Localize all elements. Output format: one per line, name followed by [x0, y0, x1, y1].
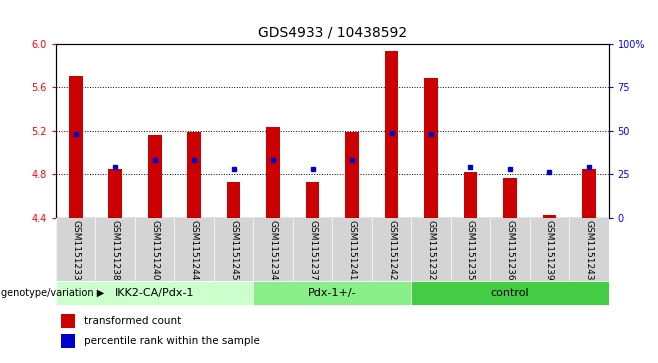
Text: GSM1151241: GSM1151241	[347, 220, 357, 280]
Bar	[61, 314, 75, 328]
Text: transformed count: transformed count	[84, 316, 181, 326]
Bar	[108, 169, 122, 218]
Bar	[226, 182, 240, 218]
Bar	[147, 135, 161, 218]
Bar	[345, 132, 359, 218]
Text: percentile rank within the sample: percentile rank within the sample	[84, 336, 259, 346]
Title: GDS4933 / 10438592: GDS4933 / 10438592	[258, 26, 407, 40]
Bar	[266, 127, 280, 218]
Bar	[187, 132, 201, 218]
Text: GSM1151234: GSM1151234	[268, 220, 278, 280]
Bar	[384, 51, 399, 218]
Bar	[411, 281, 609, 305]
Text: Pdx-1+/-: Pdx-1+/-	[308, 288, 357, 298]
Text: GSM1151236: GSM1151236	[505, 220, 515, 280]
Text: GSM1151242: GSM1151242	[387, 220, 396, 280]
Text: GSM1151245: GSM1151245	[229, 220, 238, 280]
Bar	[424, 78, 438, 218]
Text: control: control	[491, 288, 529, 298]
Text: GSM1151232: GSM1151232	[426, 220, 436, 280]
Bar	[542, 215, 556, 218]
Text: GSM1151237: GSM1151237	[308, 220, 317, 280]
Bar	[503, 178, 517, 218]
Text: IKK2-CA/Pdx-1: IKK2-CA/Pdx-1	[115, 288, 194, 298]
Bar	[463, 172, 477, 218]
Text: GSM1151233: GSM1151233	[71, 220, 80, 280]
Text: genotype/variation ▶: genotype/variation ▶	[1, 288, 105, 298]
Bar	[582, 169, 595, 218]
Bar	[56, 281, 253, 305]
Text: GSM1151235: GSM1151235	[466, 220, 475, 280]
Text: GSM1151243: GSM1151243	[584, 220, 594, 280]
Text: GSM1151238: GSM1151238	[111, 220, 120, 280]
Bar	[61, 334, 75, 348]
Bar	[68, 76, 83, 218]
Text: GSM1151240: GSM1151240	[150, 220, 159, 280]
Text: GSM1151239: GSM1151239	[545, 220, 554, 280]
Bar	[253, 281, 411, 305]
Bar	[305, 182, 319, 218]
Text: GSM1151244: GSM1151244	[190, 220, 199, 280]
